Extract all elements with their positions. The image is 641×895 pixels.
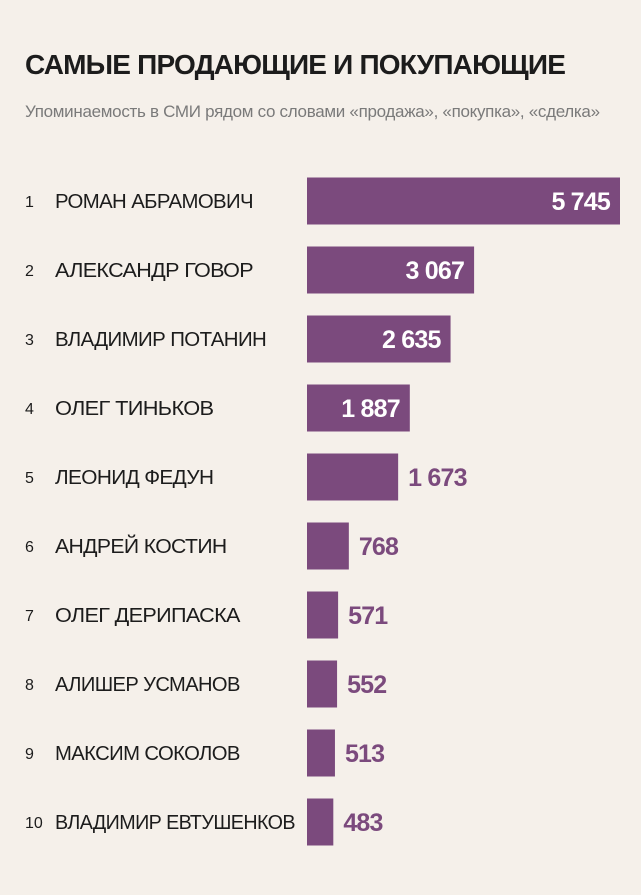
bar: [307, 729, 335, 777]
bar: [307, 384, 410, 432]
value-label: 513: [345, 740, 384, 768]
rank-label: 5: [25, 470, 34, 487]
bar: [307, 660, 338, 708]
rank-label: 1: [25, 194, 34, 211]
bar: [307, 315, 451, 363]
rank-label: 6: [25, 539, 34, 556]
rank-label: 4: [25, 401, 34, 418]
value-label: 483: [343, 809, 382, 837]
rank-label: 2: [25, 263, 34, 280]
category-label: ОЛЕГ ТИНЬКОВ: [55, 398, 214, 420]
value-label: 552: [347, 671, 386, 699]
chart-title: САМЫЕ ПРОДАЮЩИЕ И ПОКУПАЮЩИЕ: [25, 49, 566, 80]
bar: [307, 591, 339, 639]
value-label: 3 067: [406, 257, 465, 285]
bar: [307, 522, 349, 570]
category-label: ВЛАДИМИР ЕВТУШЕНКОВ: [55, 812, 295, 834]
bar: [307, 246, 475, 294]
category-label: АЛИШЕР УСМАНОВ: [55, 674, 240, 696]
chart-subtitle: Упоминаемость в СМИ рядом со словами «пр…: [25, 102, 600, 121]
category-label: ЛЕОНИД ФЕДУН: [55, 467, 213, 489]
category-label: АЛЕКСАНДР ГОВОР: [55, 260, 253, 282]
rank-label: 7: [25, 608, 34, 625]
value-label: 768: [359, 533, 399, 561]
bar: [307, 177, 620, 225]
value-label: 1 887: [341, 395, 400, 423]
category-label: АНДРЕЙ КОСТИН: [55, 534, 227, 558]
value-label: 571: [348, 602, 388, 630]
rank-label: 3: [25, 332, 34, 349]
rank-label: 10: [25, 815, 43, 832]
bar: [307, 453, 399, 501]
rank-label: 9: [25, 746, 34, 763]
value-label: 5 745: [551, 188, 610, 216]
value-label: 2 635: [382, 326, 441, 354]
category-label: ОЛЕГ ДЕРИПАСКА: [55, 605, 241, 627]
value-label: 1 673: [408, 464, 467, 492]
category-label: РОМАН АБРАМОВИЧ: [55, 191, 253, 213]
category-label: ВЛАДИМИР ПОТАНИН: [55, 329, 266, 351]
category-label: МАКСИМ СОКОЛОВ: [55, 743, 240, 765]
rank-label: 8: [25, 677, 34, 694]
bar: [307, 798, 334, 846]
